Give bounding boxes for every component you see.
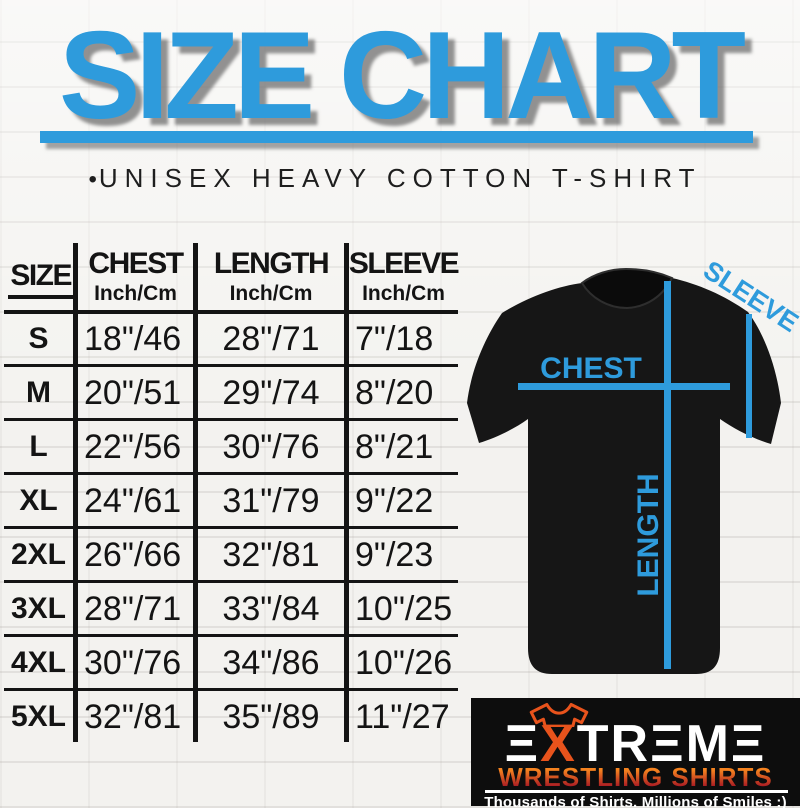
length-cell: 35"/89	[198, 688, 349, 742]
column-header-length: LENGTH Inch/Cm	[198, 243, 349, 310]
tshirt-body	[467, 278, 781, 674]
length-cell: 32"/81	[198, 526, 349, 580]
size-cell: 2XL	[4, 526, 78, 580]
length-cell: 28"/71	[198, 310, 349, 364]
sleeve-measure-line	[746, 314, 752, 438]
brand-logo: ΞXTRΞMΞ WRESTLING SHIRTS Thousands of Sh…	[471, 698, 800, 808]
size-cell: 4XL	[4, 634, 78, 688]
sleeve-cell: 7"/18	[349, 310, 458, 364]
column-header-units: Inch/Cm	[362, 282, 445, 305]
column-header-label: LENGTH	[213, 247, 330, 280]
subtitle: •UNISEX HEAVY COTTON T-SHIRT	[0, 163, 790, 194]
size-cell: 5XL	[4, 688, 78, 742]
length-cell: 30"/76	[198, 418, 349, 472]
column-header-units: Inch/Cm	[229, 282, 313, 305]
stylized-e-letter: Ξ	[650, 715, 686, 773]
sleeve-cell: 10"/26	[349, 634, 458, 688]
wordmark-letter: R	[610, 715, 651, 773]
tshirt-outline-icon	[529, 702, 589, 727]
chest-cell: 22"/56	[78, 418, 198, 472]
size-cell: L	[4, 418, 78, 472]
sleeve-cell: 11"/27	[349, 688, 458, 742]
column-header-chest: CHEST Inch/Cm	[78, 243, 198, 310]
column-header-size: SIZE	[4, 243, 78, 310]
logo-divider	[485, 790, 788, 793]
x-letter: X	[540, 715, 577, 773]
length-cell: 34"/86	[198, 634, 349, 688]
sleeve-cell: 8"/21	[349, 418, 458, 472]
wordmark-letter: T	[576, 715, 611, 773]
tshirt-diagram: CHEST LENGTH SLEEVE	[440, 250, 800, 695]
sleeve-cell: 9"/22	[349, 472, 458, 526]
subtitle-bullet: •	[88, 166, 99, 193]
length-cell: 33"/84	[198, 580, 349, 634]
sleeve-cell: 10"/25	[349, 580, 458, 634]
size-table: SIZE CHEST Inch/Cm LENGTH Inch/Cm SLEEVE Inch/…	[4, 243, 460, 742]
page-title: SIZE CHART	[59, 5, 746, 145]
size-cell: S	[4, 310, 78, 364]
length-cell: 31"/79	[198, 472, 349, 526]
title-underline-bar	[40, 131, 753, 143]
wordmark-letter: M	[685, 715, 731, 773]
chest-cell: 30"/76	[78, 634, 198, 688]
length-label: LENGTH	[632, 473, 665, 596]
tshirt-collar	[580, 267, 674, 310]
length-cell: 29"/74	[198, 364, 349, 418]
chest-cell: 28"/71	[78, 580, 198, 634]
column-header-sleeve: SLEEVE Inch/Cm	[348, 243, 460, 310]
column-header-units: Inch/Cm	[94, 282, 177, 305]
column-header-label: CHEST	[88, 247, 184, 280]
column-header-label: SIZE	[8, 261, 73, 299]
brand-tagline: Thousands of Shirts. Millions of Smiles …	[484, 794, 787, 808]
chest-cell: 26"/66	[78, 526, 198, 580]
sleeve-cell: 9"/23	[349, 526, 458, 580]
subtitle-text: UNISEX HEAVY COTTON T-SHIRT	[98, 163, 702, 193]
brand-wordmark: ΞXTRΞMΞ	[471, 718, 800, 770]
length-measure-line	[664, 281, 671, 669]
stylized-e-letter: Ξ	[504, 715, 541, 773]
column-header-label: SLEEVE	[348, 247, 460, 280]
size-cell: XL	[4, 472, 78, 526]
chest-cell: 18"/46	[78, 310, 198, 364]
tshirt-image: CHEST LENGTH SLEEVE	[467, 255, 800, 674]
sleeve-cell: 8"/20	[349, 364, 458, 418]
chest-cell: 20"/51	[78, 364, 198, 418]
chest-measure-line	[518, 383, 730, 390]
brand-line2: WRESTLING SHIRTS	[471, 764, 800, 790]
chest-label: CHEST	[540, 352, 642, 385]
size-cell: 3XL	[4, 580, 78, 634]
size-cell: M	[4, 364, 78, 418]
stylized-e-letter: Ξ	[730, 715, 767, 773]
chest-cell: 32"/81	[78, 688, 198, 742]
chest-cell: 24"/61	[78, 472, 198, 526]
